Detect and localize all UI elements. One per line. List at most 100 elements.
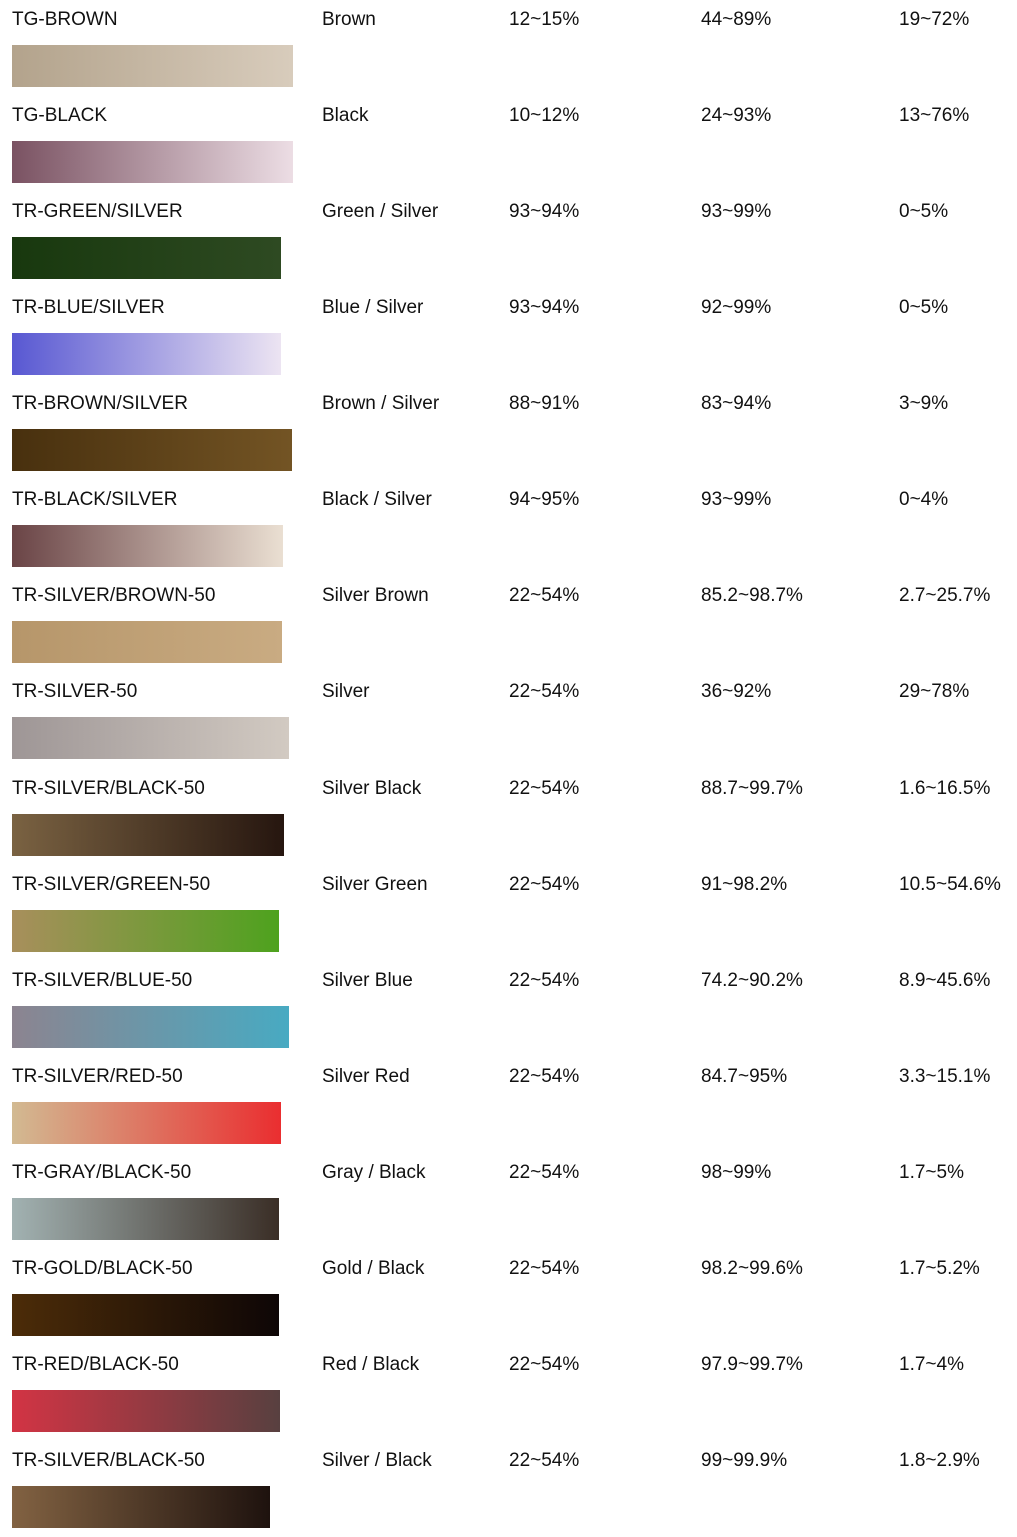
reflectance: 3.3~15.1%	[899, 1065, 991, 1087]
product-code: TR-SILVER/RED-50	[12, 1065, 183, 1087]
color-name: Silver Black	[322, 777, 422, 799]
light-transmission: 22~54%	[509, 1353, 580, 1375]
table-row: TR-SILVER-50 Silver 22~54% 36~92% 29~78%	[0, 672, 1017, 768]
reflectance: 0~5%	[899, 297, 949, 319]
reflectance: 1.6~16.5%	[899, 777, 991, 799]
table-row: TG-BLACK Black 10~12% 24~93% 13~76%	[0, 96, 1017, 192]
uv-protection: 44~89%	[701, 9, 772, 30]
reflectance: 3~9%	[899, 393, 949, 415]
light-transmission: 93~94%	[509, 297, 580, 319]
light-transmission: 22~54%	[509, 1065, 580, 1087]
uv-protection: 93~99%	[701, 489, 772, 511]
color-swatch	[12, 1197, 279, 1240]
table-row: TR-SILVER/BROWN-50 Silver Brown 22~54% 85.2…	[0, 576, 1017, 672]
product-code: TR-SILVER/BLUE-50	[12, 969, 193, 991]
light-transmission: 93~94%	[509, 201, 580, 223]
reflectance: 19~72%	[899, 9, 970, 30]
color-swatch	[12, 1389, 280, 1432]
product-code: TG-BROWN	[12, 9, 118, 30]
uv-protection: 93~99%	[701, 201, 772, 223]
table-row: TR-GRAY/BLACK-50 Gray / Black 22~54% 98~99%…	[0, 1153, 1017, 1249]
color-swatch	[12, 717, 289, 760]
reflectance: 0~4%	[899, 489, 949, 511]
uv-protection: 36~92%	[701, 681, 772, 703]
product-code: TR-GOLD/BLACK-50	[12, 1257, 193, 1279]
reflectance: 13~76%	[899, 105, 970, 127]
product-code: TR-SILVER/BLACK-50	[12, 777, 205, 799]
table-row: TR-RED/BLACK-50 Red / Black 22~54% 97.9~99.…	[0, 1345, 1017, 1441]
color-name: Silver	[322, 681, 370, 703]
reflectance: 2.7~25.7%	[899, 585, 991, 607]
reflectance: 0~5%	[899, 201, 949, 223]
product-code: TR-GREEN/SILVER	[12, 201, 183, 223]
product-code: TR-GRAY/BLACK-50	[12, 1161, 192, 1183]
table-row: TG-BROWN Brown 12~15% 44~89% 19~72%	[0, 0, 1017, 96]
product-code: TR-BLACK/SILVER	[12, 489, 178, 511]
light-transmission: 88~91%	[509, 393, 580, 415]
light-transmission: 12~15%	[509, 9, 580, 30]
table-row: TR-SILVER/GREEN-50 Silver Green 22~54% 91~9…	[0, 865, 1017, 961]
color-name: Gray / Black	[322, 1161, 426, 1183]
color-swatch	[12, 45, 293, 87]
color-name: Red / Black	[322, 1353, 420, 1375]
table-row: TR-SILVER/RED-50 Silver Red 22~54% 84.7~95%…	[0, 1057, 1017, 1153]
color-swatch	[12, 909, 279, 952]
reflectance: 1.7~5%	[899, 1161, 964, 1183]
uv-protection: 98~99%	[701, 1161, 772, 1183]
light-transmission: 10~12%	[509, 105, 580, 127]
color-swatch	[12, 429, 292, 472]
color-name: Green / Silver	[322, 201, 439, 223]
uv-protection: 97.9~99.7%	[701, 1353, 803, 1375]
reflectance: 1.7~4%	[899, 1353, 964, 1375]
product-code: TR-BLUE/SILVER	[12, 297, 165, 319]
table-row: TR-SILVER/BLACK-50 Silver / Black 22~54% 99…	[0, 1441, 1017, 1537]
color-name: Brown / Silver	[322, 393, 440, 415]
light-transmission: 22~54%	[509, 777, 580, 799]
color-swatch	[12, 813, 284, 856]
light-transmission: 22~54%	[509, 1450, 580, 1472]
reflectance: 1.7~5.2%	[899, 1257, 980, 1279]
table-row: TR-BLUE/SILVER Blue / Silver 93~94% 92~99% 0…	[0, 288, 1017, 384]
uv-protection: 99~99.9%	[701, 1450, 788, 1472]
light-transmission: 94~95%	[509, 489, 580, 511]
product-code: TR-BROWN/SILVER	[12, 393, 188, 415]
table-row: TR-BLACK/SILVER Black / Silver 94~95% 93~99…	[0, 480, 1017, 576]
color-swatch	[12, 237, 281, 280]
color-name: Black / Silver	[322, 489, 432, 511]
uv-protection: 24~93%	[701, 105, 772, 127]
light-transmission: 22~54%	[509, 1161, 580, 1183]
table-row: TR-BROWN/SILVER Brown / Silver 88~91% 83~94…	[0, 384, 1017, 480]
product-code: TR-SILVER/GREEN-50	[12, 873, 211, 895]
color-name: Blue / Silver	[322, 297, 424, 319]
color-swatch	[12, 1101, 281, 1144]
color-swatch	[12, 1293, 279, 1336]
light-transmission: 22~54%	[509, 585, 580, 607]
uv-protection: 84.7~95%	[701, 1065, 788, 1087]
uv-protection: 92~99%	[701, 297, 772, 319]
light-transmission: 22~54%	[509, 873, 580, 895]
product-code: TG-BLACK	[12, 105, 108, 127]
reflectance: 8.9~45.6%	[899, 969, 991, 991]
color-name: Silver Red	[322, 1065, 410, 1087]
color-name: Silver Brown	[322, 585, 429, 607]
uv-protection: 85.2~98.7%	[701, 585, 803, 607]
color-name: Gold / Black	[322, 1257, 425, 1279]
uv-protection: 74.2~90.2%	[701, 969, 803, 991]
product-code: TR-RED/BLACK-50	[12, 1353, 179, 1375]
color-name: Silver Green	[322, 873, 428, 895]
product-code: TR-SILVER/BROWN-50	[12, 585, 216, 607]
table-row: TR-GREEN/SILVER Green / Silver 93~94% 93~99…	[0, 192, 1017, 288]
color-swatch	[12, 333, 281, 376]
color-name: Brown	[322, 9, 376, 30]
table-row: TR-SILVER/BLUE-50 Silver Blue 22~54% 74.2~9…	[0, 961, 1017, 1057]
color-swatch	[12, 1005, 289, 1048]
color-name: Silver Blue	[322, 969, 413, 991]
light-transmission: 22~54%	[509, 1257, 580, 1279]
color-swatch	[12, 141, 293, 184]
reflectance: 1.8~2.9%	[899, 1450, 980, 1472]
uv-protection: 91~98.2%	[701, 873, 788, 895]
product-code: TR-SILVER-50	[12, 681, 138, 703]
color-name: Silver / Black	[322, 1450, 432, 1472]
reflectance: 29~78%	[899, 681, 970, 703]
